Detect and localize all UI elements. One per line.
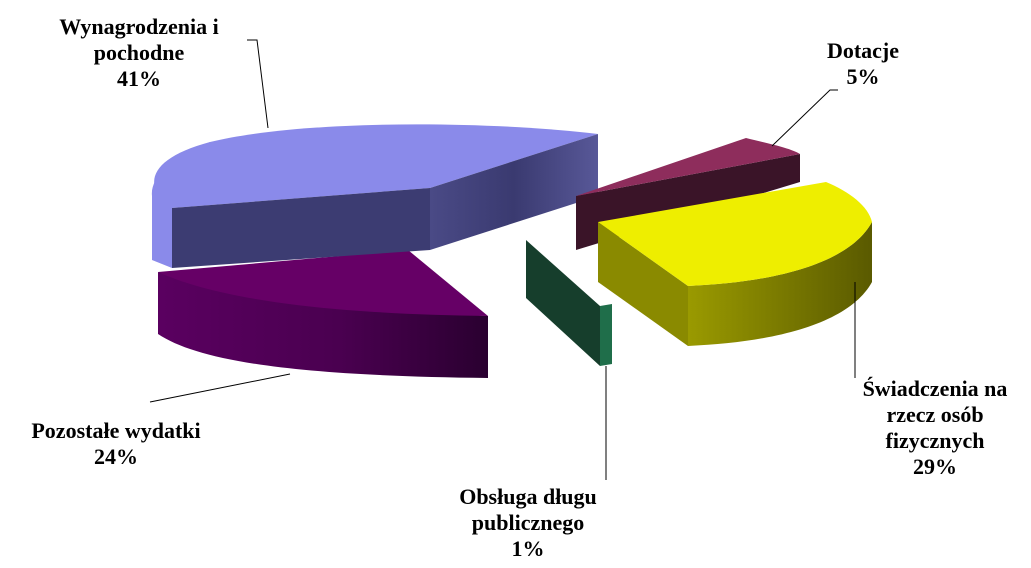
- label-dotacje-line1: Dotacje: [808, 38, 918, 64]
- label-obsluga-line2: publicznego: [436, 510, 620, 536]
- slice-pozostale-wydatki: [158, 250, 488, 378]
- label-obsluga-line1: Obsługa długu: [436, 484, 620, 510]
- label-swiadczenia-line1: Świadczenia na: [842, 376, 1028, 402]
- label-wynagrodzenia-line2: pochodne: [40, 40, 238, 66]
- label-wynagrodzenia-line1: Wynagrodzenia i: [40, 14, 238, 40]
- slice-obsluga-edge: [600, 304, 612, 366]
- leader-line-dotacje: [772, 90, 838, 146]
- label-pozostale-line1: Pozostałe wydatki: [6, 418, 226, 444]
- label-swiadczenia-line3: fizycznych: [842, 428, 1028, 454]
- label-obsluga-value: 1%: [436, 536, 620, 562]
- label-pozostale-wydatki: Pozostałe wydatki 24%: [6, 418, 226, 470]
- label-dotacje: Dotacje 5%: [808, 38, 918, 90]
- leader-line-wynagrodzenia: [247, 40, 268, 128]
- label-wynagrodzenia: Wynagrodzenia i pochodne 41%: [40, 14, 238, 92]
- label-swiadczenia-value: 29%: [842, 454, 1028, 480]
- leader-line-pozostale: [150, 374, 290, 402]
- label-obsluga-dlugu: Obsługa długu publicznego 1%: [436, 484, 620, 562]
- label-swiadczenia: Świadczenia na rzecz osób fizycznych 29%: [842, 376, 1028, 480]
- label-swiadczenia-line2: rzecz osób: [842, 402, 1028, 428]
- slice-obsluga-side: [526, 240, 600, 366]
- label-dotacje-value: 5%: [808, 64, 918, 90]
- label-pozostale-value: 24%: [6, 444, 226, 470]
- label-wynagrodzenia-value: 41%: [40, 66, 238, 92]
